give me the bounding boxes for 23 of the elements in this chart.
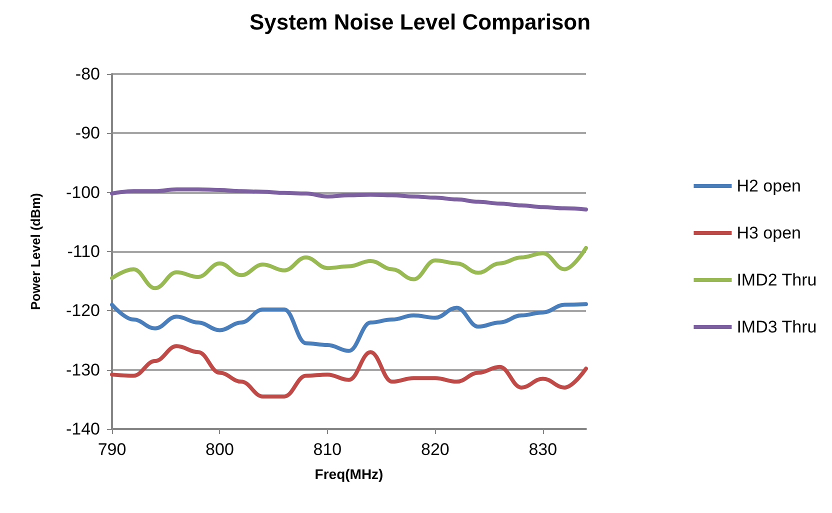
legend-label: H3 open xyxy=(736,224,801,242)
x-tick-label: 800 xyxy=(206,440,234,459)
line-series xyxy=(110,187,588,212)
y-tick-label: -80 xyxy=(75,64,100,84)
y-tick-label: -100 xyxy=(66,182,100,202)
x-tick-label: 810 xyxy=(313,440,342,459)
x-tick-label: 820 xyxy=(420,440,450,459)
chart-title: System Noise Level Comparison xyxy=(249,10,591,34)
x-tick-label: 790 xyxy=(98,440,126,459)
y-tick-label: -90 xyxy=(75,124,100,143)
y-tick-label: -130 xyxy=(66,360,100,380)
y-tick-label: -110 xyxy=(67,242,100,261)
legend-label: H2 open xyxy=(736,176,801,196)
y-tick-label: -140 xyxy=(66,420,100,438)
line-series xyxy=(110,302,588,353)
legend-label: IMD3 Thru xyxy=(736,318,817,336)
x-axis-title: Freq(MHz) xyxy=(314,466,384,482)
line-series xyxy=(110,344,588,398)
y-tick-label: -120 xyxy=(66,301,100,320)
line-series xyxy=(110,246,588,290)
y-axis-title: Power Level (dBm) xyxy=(28,192,43,310)
legend-label: IMD2 Thru xyxy=(736,270,817,290)
x-tick-label: 830 xyxy=(528,440,558,459)
